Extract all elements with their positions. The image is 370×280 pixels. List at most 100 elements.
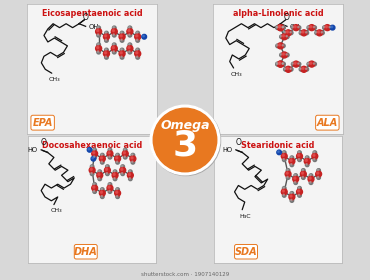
Circle shape (297, 190, 300, 192)
Circle shape (290, 156, 294, 160)
Circle shape (310, 181, 311, 183)
Circle shape (113, 34, 114, 35)
Circle shape (109, 156, 110, 157)
Circle shape (317, 169, 320, 172)
Circle shape (278, 25, 283, 31)
Circle shape (278, 151, 279, 153)
Circle shape (282, 35, 285, 37)
Circle shape (113, 44, 114, 45)
Circle shape (283, 158, 284, 160)
Circle shape (92, 185, 98, 191)
Circle shape (292, 63, 293, 64)
Circle shape (298, 194, 300, 195)
Text: OH: OH (290, 24, 300, 30)
Circle shape (308, 63, 309, 64)
Circle shape (142, 34, 147, 39)
Circle shape (302, 176, 303, 178)
Text: alpha-Linolenic acid: alpha-Linolenic acid (233, 10, 323, 18)
Circle shape (91, 172, 92, 174)
Circle shape (153, 108, 217, 172)
Circle shape (127, 45, 133, 52)
Circle shape (307, 26, 311, 29)
Circle shape (276, 44, 279, 48)
Circle shape (105, 49, 107, 50)
Circle shape (101, 188, 104, 191)
Circle shape (302, 169, 305, 172)
Circle shape (113, 27, 114, 28)
Circle shape (279, 62, 280, 64)
Circle shape (302, 176, 305, 179)
Circle shape (316, 32, 317, 33)
Circle shape (115, 156, 121, 162)
Circle shape (286, 172, 288, 174)
Circle shape (304, 158, 310, 164)
Circle shape (295, 174, 296, 176)
Circle shape (122, 151, 128, 157)
Circle shape (282, 52, 287, 58)
Circle shape (290, 32, 291, 33)
Text: HO: HO (222, 147, 232, 153)
Circle shape (117, 154, 118, 155)
Circle shape (313, 26, 316, 29)
Circle shape (300, 32, 301, 33)
Circle shape (282, 53, 285, 55)
Circle shape (313, 62, 316, 66)
Circle shape (325, 26, 327, 28)
Circle shape (137, 39, 138, 41)
Circle shape (119, 51, 125, 57)
Circle shape (113, 51, 114, 52)
Circle shape (112, 43, 116, 47)
Circle shape (135, 51, 141, 57)
Circle shape (105, 39, 107, 41)
Circle shape (97, 27, 99, 28)
Circle shape (112, 46, 114, 49)
Circle shape (129, 27, 130, 28)
Text: Eicosapentaenoic acid: Eicosapentaenoic acid (42, 10, 142, 18)
Circle shape (282, 44, 285, 48)
Circle shape (94, 156, 95, 157)
Circle shape (317, 172, 319, 174)
Circle shape (289, 67, 293, 71)
Circle shape (104, 167, 110, 173)
Circle shape (128, 43, 132, 47)
Circle shape (104, 52, 107, 54)
Circle shape (113, 170, 117, 174)
Circle shape (276, 62, 279, 66)
Circle shape (317, 169, 319, 171)
Circle shape (317, 31, 320, 33)
Circle shape (298, 187, 300, 188)
Circle shape (108, 148, 112, 152)
Circle shape (276, 63, 278, 64)
Circle shape (90, 165, 94, 168)
Circle shape (306, 164, 307, 165)
Circle shape (98, 170, 101, 174)
Circle shape (108, 183, 112, 186)
Circle shape (107, 185, 113, 191)
Circle shape (112, 33, 116, 37)
Circle shape (305, 159, 307, 162)
Circle shape (93, 186, 95, 188)
Circle shape (291, 157, 292, 158)
Circle shape (309, 177, 311, 179)
Circle shape (100, 191, 102, 193)
Circle shape (136, 39, 139, 42)
Circle shape (317, 30, 323, 36)
Circle shape (100, 157, 102, 159)
Circle shape (290, 68, 291, 69)
Circle shape (283, 31, 287, 35)
Circle shape (94, 149, 95, 150)
Circle shape (106, 165, 108, 167)
Circle shape (286, 31, 289, 33)
Circle shape (282, 63, 283, 64)
Circle shape (93, 190, 97, 193)
Circle shape (305, 156, 309, 160)
Circle shape (92, 151, 98, 157)
Text: EPA: EPA (33, 118, 53, 128)
Circle shape (112, 50, 116, 54)
Circle shape (276, 45, 278, 46)
Circle shape (297, 189, 302, 195)
Circle shape (97, 43, 101, 47)
Circle shape (128, 50, 132, 54)
Circle shape (93, 148, 97, 152)
Text: CH₃: CH₃ (51, 208, 62, 213)
